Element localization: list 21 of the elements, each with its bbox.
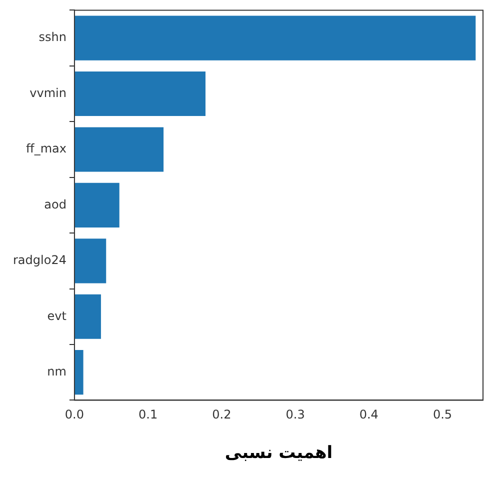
y-tick-label: vvmin xyxy=(30,86,66,100)
bar xyxy=(74,16,476,60)
x-tick-label: 0.3 xyxy=(286,408,305,422)
y-tick-label: nm xyxy=(47,364,66,378)
bar xyxy=(74,238,106,284)
y-tick-label: sshn xyxy=(38,30,66,44)
y-tick-label: evt xyxy=(47,308,67,323)
y-tick-label: aod xyxy=(44,197,66,212)
x-tick-label: 0.1 xyxy=(138,408,158,422)
y-tick-label: ff_max xyxy=(26,142,66,156)
x-tick-label: 0.4 xyxy=(359,408,378,422)
bar xyxy=(74,127,164,172)
x-axis-title: اهمیت نسبی xyxy=(224,443,333,464)
x-tick-label: 0.2 xyxy=(212,408,232,422)
x-tick-label: 0.5 xyxy=(432,408,452,422)
bar xyxy=(74,71,206,116)
bar xyxy=(74,182,120,228)
bar xyxy=(74,350,84,395)
x-tick-label: 0.0 xyxy=(64,408,84,422)
y-tick-label: radglo24 xyxy=(13,253,66,268)
bar xyxy=(74,294,101,339)
